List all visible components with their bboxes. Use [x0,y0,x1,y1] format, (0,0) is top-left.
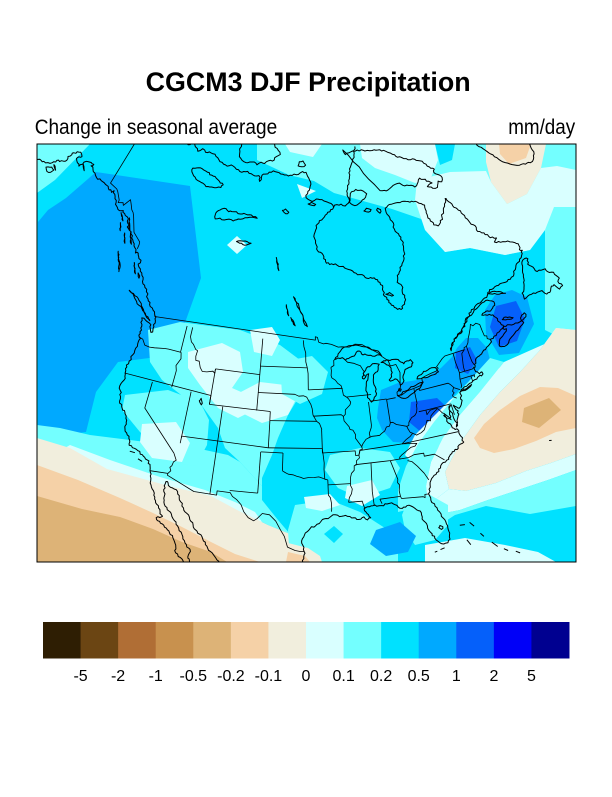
svg-text:CGCM3 DJF Precipitation: CGCM3 DJF Precipitation [146,67,471,97]
svg-text:5: 5 [527,668,536,685]
svg-text:1: 1 [452,668,461,685]
svg-text:0.2: 0.2 [370,668,392,685]
svg-text:mm/day: mm/day [508,116,575,139]
svg-text:-0.5: -0.5 [180,668,208,685]
svg-text:Change in seasonal average: Change in seasonal average [35,116,278,139]
svg-text:0.1: 0.1 [332,668,354,685]
svg-text:-2: -2 [111,668,125,685]
svg-text:0: 0 [302,668,311,685]
svg-text:-5: -5 [73,668,87,685]
svg-text:-0.1: -0.1 [255,668,283,685]
svg-text:0.5: 0.5 [408,668,430,685]
svg-text:-0.2: -0.2 [217,668,245,685]
svg-text:-1: -1 [149,668,163,685]
svg-text:2: 2 [489,668,498,685]
